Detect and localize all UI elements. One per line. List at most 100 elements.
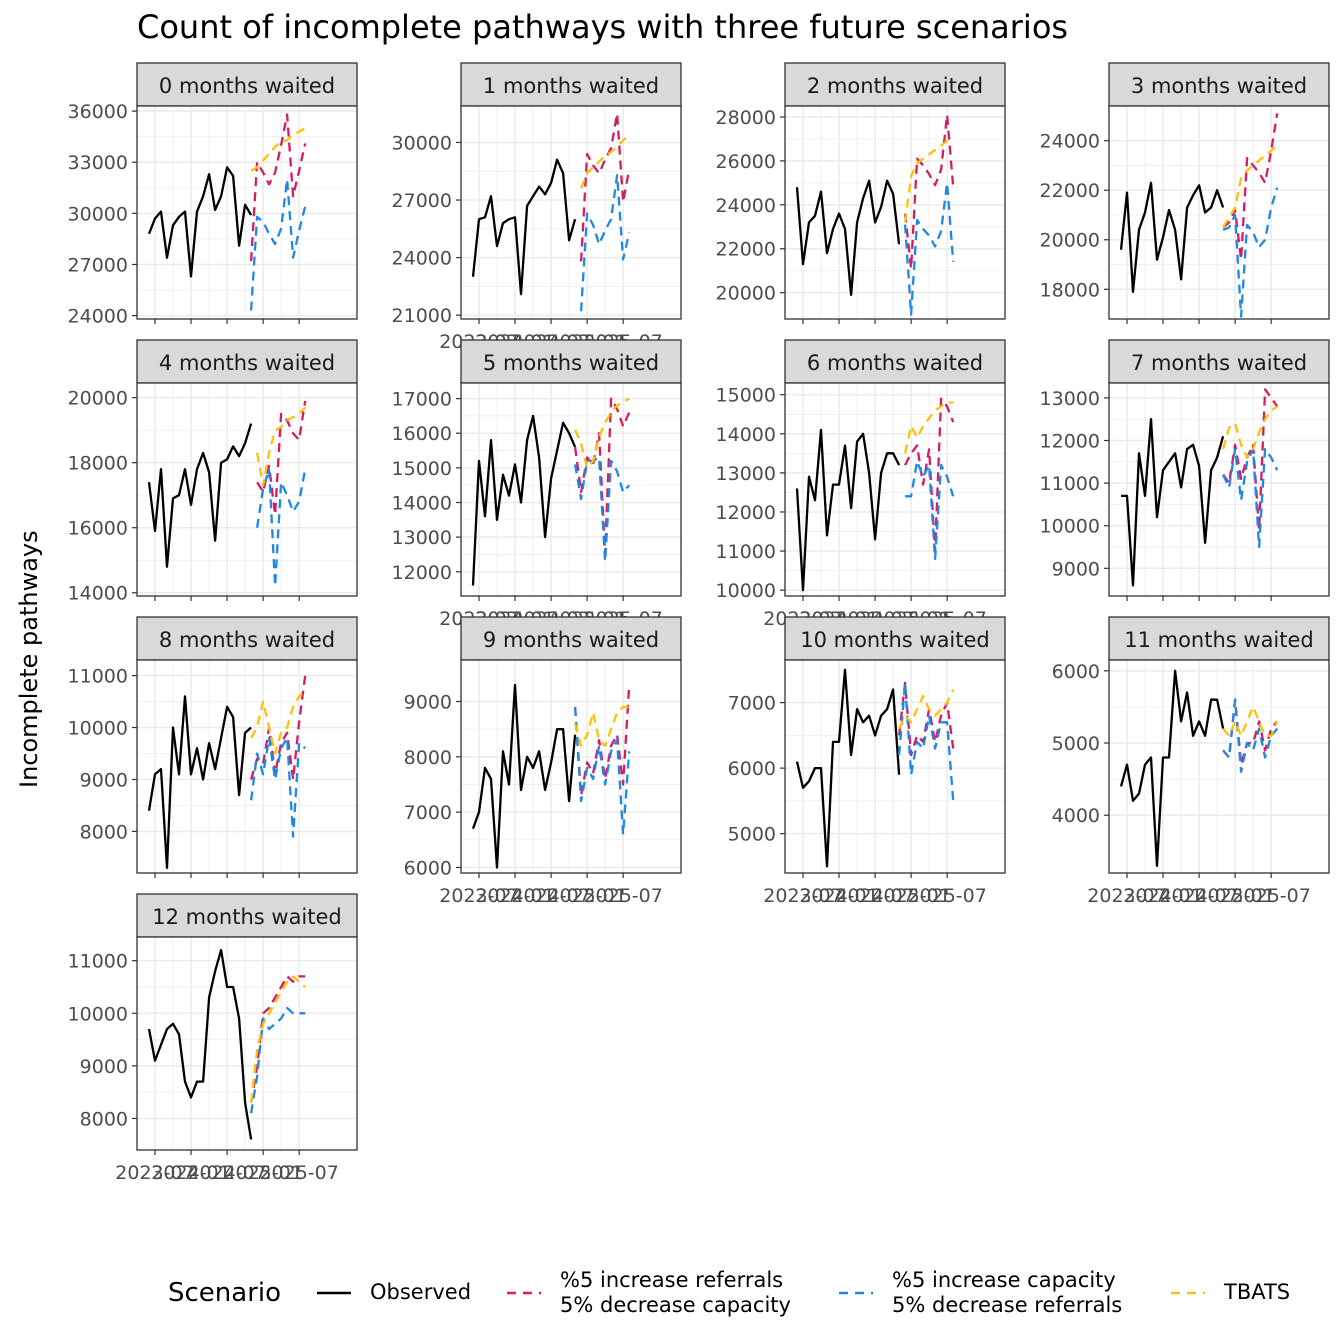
facet-panel: 10 months waited 5000 6000 7000 2023-072024-… — [728, 616, 1006, 907]
y-tick-label: 4000 — [1052, 805, 1100, 827]
legend-label-increase-referrals: %5 increase referrals 5% decrease capaci… — [560, 1268, 791, 1318]
facet-plots: 0 months waited 24000 27000 30000 33000 36000… — [68, 62, 1330, 1184]
y-tick-label: 16000 — [68, 518, 128, 540]
panel-background — [785, 383, 1005, 596]
legend-key-increase-referrals — [507, 1291, 541, 1295]
x-tick-label: 2025-07 — [583, 885, 662, 907]
x-tick-label: 2025-01 — [223, 1162, 302, 1184]
facet-strip — [136, 893, 358, 938]
panel-background — [1109, 383, 1329, 596]
facet-strip-label: 0 months waited — [159, 74, 335, 98]
y-tick-label: 6000 — [1052, 661, 1100, 683]
series-line-increase-capacity — [1222, 187, 1279, 318]
y-tick-label: 17000 — [392, 389, 452, 411]
y-tick-label: 24000 — [392, 248, 452, 270]
legend-label-increase-capacity: %5 increase capacity 5% decrease referra… — [892, 1268, 1122, 1318]
x-tick-label: 2024-07 — [1159, 885, 1238, 907]
series-line-increase-capacity — [579, 173, 631, 312]
legend-key-observed — [317, 1291, 351, 1295]
series-line-increase-referrals — [249, 113, 307, 262]
series-line-observed — [1119, 669, 1225, 867]
facet-strip-label: 7 months waited — [1131, 351, 1307, 375]
series-line-observed — [147, 166, 253, 278]
series-line-tbats — [903, 401, 954, 454]
series-line-tbats — [898, 689, 955, 730]
panel-background — [461, 106, 681, 319]
y-tick-label: 11000 — [716, 541, 776, 563]
x-tick-label: 2025-07 — [259, 1162, 338, 1184]
facet-panel: 7 months waited 9000 10000 11000 12000 13000 — [1040, 339, 1330, 601]
facet-panel: 6 months waited 10000 11000 12000 13000 14000… — [716, 339, 1006, 630]
facet-strip — [136, 616, 358, 661]
facet-strip-label: 11 months waited — [1124, 628, 1314, 652]
legend-key-increase-capacity — [839, 1291, 873, 1295]
panel-border — [136, 382, 358, 597]
facet-strip-label: 1 months waited — [483, 74, 659, 98]
facet-strip — [1108, 616, 1330, 661]
legend-label-line: 5% decrease capacity — [560, 1293, 791, 1317]
series-line-increase-capacity — [249, 1006, 306, 1114]
y-tick-label: 21000 — [392, 305, 452, 327]
panel-border — [1108, 105, 1330, 320]
panel-border — [784, 105, 1006, 320]
series-line-observed — [147, 948, 253, 1140]
x-tick-label: 2024-01 — [1123, 885, 1202, 907]
facet-strip — [1108, 339, 1330, 384]
y-tick-label: 13000 — [716, 463, 776, 485]
y-tick-label: 6000 — [404, 857, 452, 879]
y-tick-label: 10000 — [716, 580, 776, 602]
panel-border — [460, 382, 682, 597]
facet-strip — [136, 62, 358, 107]
series-line-increase-capacity — [573, 706, 631, 836]
y-tick-label: 24000 — [68, 306, 128, 328]
y-tick-label: 13000 — [392, 527, 452, 549]
facet-strip — [784, 62, 1006, 107]
panel-background — [1109, 660, 1329, 873]
facet-strip-label: 2 months waited — [807, 74, 983, 98]
x-tick-label: 2024-01 — [475, 885, 554, 907]
series-line-observed — [147, 423, 253, 568]
legend-label-line: %5 increase capacity — [892, 1268, 1116, 1292]
series-line-tbats — [1222, 705, 1279, 737]
series-line-increase-referrals — [903, 113, 955, 270]
panel-background — [461, 660, 681, 873]
y-tick-label: 10000 — [1040, 516, 1100, 538]
y-tick-label: 9000 — [1052, 558, 1100, 580]
facet-panel: 8 months waited 8000 9000 10000 11000 — [68, 616, 358, 878]
y-tick-label: 11000 — [68, 951, 128, 973]
x-tick-label: 2025-01 — [1195, 885, 1274, 907]
facet-strip-label: 5 months waited — [483, 351, 659, 375]
series-line-observed — [471, 158, 577, 296]
facet-strip-label: 4 months waited — [159, 351, 335, 375]
y-tick-label: 22000 — [1040, 180, 1100, 202]
series-line-tbats — [250, 127, 306, 172]
series-line-increase-capacity — [897, 681, 955, 801]
y-tick-label: 20000 — [716, 283, 776, 305]
y-tick-label: 18000 — [68, 453, 128, 475]
facet-strip — [784, 616, 1006, 661]
panel-border — [136, 659, 358, 874]
y-tick-label: 12000 — [716, 502, 776, 524]
y-tick-label: 5000 — [728, 824, 776, 846]
facet-strip-label: 9 months waited — [483, 628, 659, 652]
series-line-observed — [795, 428, 901, 592]
facet-panel: 3 months waited 18000 20000 22000 24000 — [1040, 62, 1330, 324]
series-line-increase-capacity — [903, 181, 955, 316]
y-tick-label: 24000 — [1040, 131, 1100, 153]
y-tick-label: 15000 — [392, 458, 452, 480]
facet-strip-label: 12 months waited — [152, 905, 342, 929]
legend-label-tbats: TBATS — [1224, 1280, 1291, 1304]
series-line-increase-capacity — [905, 460, 955, 561]
x-tick-label: 2023-07 — [439, 885, 518, 907]
y-tick-label: 9000 — [404, 691, 452, 713]
series-line-increase-referrals — [249, 675, 307, 781]
series-line-increase-capacity — [1222, 447, 1279, 549]
panel-background — [137, 383, 357, 596]
y-tick-label: 27000 — [392, 190, 452, 212]
facet-panel: 2 months waited 20000 22000 24000 26000 28000 — [716, 62, 1006, 324]
x-tick-label: 2024-07 — [187, 1162, 266, 1184]
legend-label-line: %5 increase referrals — [560, 1268, 784, 1292]
facet-panel: 12 months waited 8000 9000 10000 11000 2023-0… — [68, 893, 358, 1184]
y-tick-label: 28000 — [716, 107, 776, 129]
panel-border — [1108, 382, 1330, 597]
